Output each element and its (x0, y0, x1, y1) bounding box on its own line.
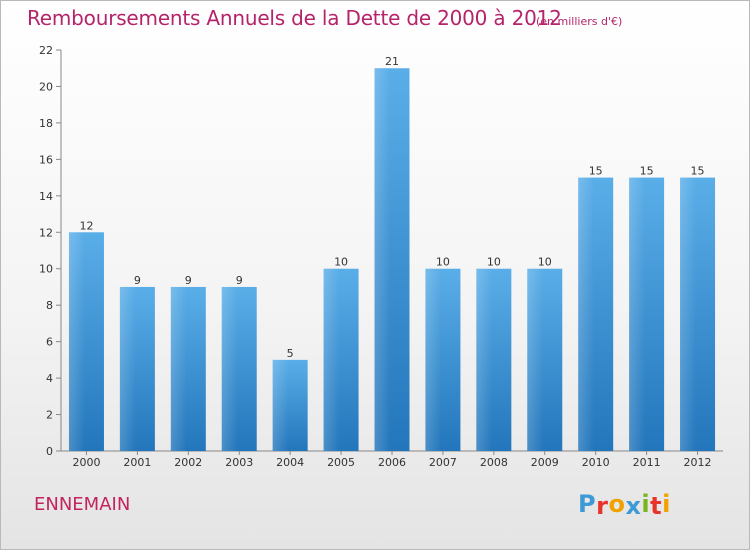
y-tick-label: 10 (39, 263, 53, 276)
x-tick-label: 2012 (684, 456, 712, 469)
bar-highlight (527, 268, 544, 451)
y-tick-label: 12 (39, 226, 53, 239)
y-tick-label: 8 (46, 299, 53, 312)
data-label: 9 (185, 274, 192, 287)
data-label: 5 (287, 347, 294, 360)
bar-highlight (425, 268, 442, 451)
y-tick-label: 20 (39, 80, 53, 93)
data-label: 15 (589, 165, 603, 178)
chart-title: Remboursements Annuels de la Dette de 20… (27, 6, 562, 30)
bar-highlight (170, 286, 187, 451)
bar-highlight (578, 177, 594, 451)
logo-letter: i (662, 490, 671, 518)
logo-letter: t (650, 492, 663, 520)
x-tick-label: 2006 (378, 456, 406, 469)
bar-highlight (272, 359, 289, 451)
data-label: 21 (385, 55, 399, 68)
data-label: 10 (538, 256, 552, 269)
x-tick-label: 2004 (276, 456, 304, 469)
data-label: 9 (236, 274, 243, 287)
x-tick-label: 2010 (582, 456, 610, 469)
bars (68, 68, 716, 452)
labels: 12 2000 9 2001 9 2002 9 2003 5 2004 10 2005 21 2006 10… (72, 55, 711, 469)
data-label: 10 (436, 256, 450, 269)
x-tick-label: 2005 (327, 456, 355, 469)
bar-highlight (323, 268, 340, 451)
data-label: 10 (334, 256, 348, 269)
bar-highlight (374, 68, 391, 452)
logo-letter: r (596, 492, 609, 520)
data-label: 9 (134, 274, 141, 287)
x-tick-label: 2007 (429, 456, 457, 469)
data-label: 10 (487, 256, 501, 269)
y-tick-label: 0 (46, 445, 53, 458)
y-tick-label: 22 (39, 44, 53, 57)
y-tick-label: 2 (46, 409, 53, 422)
commune-name: ENNEMAIN (34, 494, 131, 515)
x-tick-label: 2003 (225, 456, 253, 469)
x-tick-label: 2011 (633, 456, 661, 469)
x-tick-label: 2000 (72, 456, 100, 469)
bar-highlight (629, 177, 645, 451)
chart-subtitle: (en milliers d'€) (536, 15, 623, 28)
y-tick-label: 18 (39, 117, 53, 130)
x-tick-label: 2008 (480, 456, 508, 469)
bar-highlight (68, 232, 85, 451)
data-label: 15 (691, 165, 705, 178)
data-label: 12 (79, 219, 93, 232)
y-tick-label: 4 (46, 372, 53, 385)
y-tick-label: 14 (39, 190, 53, 203)
bar-highlight (680, 177, 696, 451)
bar-highlight (476, 268, 493, 451)
x-tick-label: 2002 (174, 456, 202, 469)
logo-letter: i (641, 490, 651, 518)
logo-letter: P (578, 490, 597, 518)
data-label: 15 (640, 165, 654, 178)
proxiti-logo: Proxiti (578, 490, 671, 520)
y-tick-label: 16 (39, 153, 53, 166)
logo-letter: x (625, 492, 642, 520)
y-tick-label: 6 (46, 336, 53, 349)
x-tick-label: 2009 (531, 456, 559, 469)
x-tick-label: 2001 (123, 456, 151, 469)
bar-highlight (119, 286, 136, 451)
logo-letter: o (608, 490, 626, 518)
bar-highlight (221, 286, 238, 451)
